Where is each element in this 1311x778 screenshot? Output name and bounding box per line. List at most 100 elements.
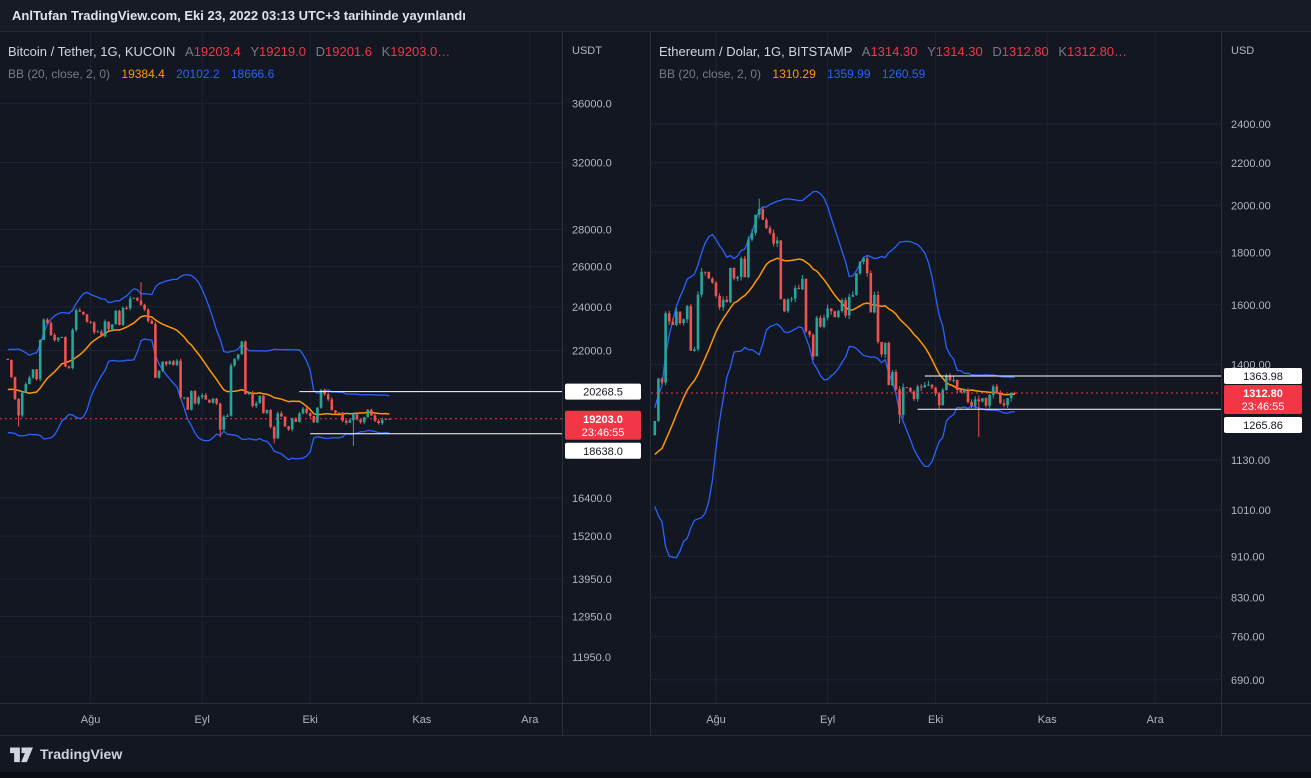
- price-tick-label: 910.00: [1231, 551, 1265, 563]
- time-tick-label: Eki: [303, 714, 318, 726]
- price-tick-label: 24000.0: [572, 302, 612, 314]
- btc-price-scale[interactable]: [562, 32, 650, 703]
- price-tick-label: 12950.0: [572, 612, 612, 624]
- open-value: 19203.4: [193, 44, 241, 59]
- time-tick-label: Ara: [521, 714, 539, 726]
- svg-text:18638.0: 18638.0: [583, 446, 623, 458]
- close-label: K: [381, 44, 391, 59]
- open-label: A: [185, 44, 194, 59]
- price-tick-label: 2400.00: [1231, 119, 1271, 131]
- low-value: 1312.80: [1001, 44, 1049, 59]
- open-label: A: [861, 44, 871, 59]
- high-value: 19219.0: [258, 44, 306, 59]
- eth-price-scale[interactable]: [1223, 32, 1311, 703]
- price-tick-label: 1010.00: [1231, 505, 1271, 517]
- bb-basis-value: 1310.29: [772, 67, 816, 81]
- low-label: D: [992, 44, 1002, 59]
- btc-chart-canvas[interactable]: USDT 36000.0 32000.0 28000.0 26000.0 24000.0 2…: [0, 32, 650, 735]
- time-tick-label: Eyl: [195, 714, 210, 726]
- time-tick-label: Ağu: [706, 714, 726, 726]
- bb-upper-value: 1359.99: [827, 67, 871, 81]
- price-tick-label: 28000.0: [572, 224, 612, 236]
- btc-time-scale[interactable]: [0, 703, 562, 735]
- price-tick-label: 2200.00: [1231, 158, 1271, 170]
- tradingview-logo[interactable]: TradingView: [10, 745, 122, 763]
- bb-upper-line: [654, 190, 1015, 408]
- bb-lower-value: 1260.59: [881, 67, 926, 81]
- time-tick-label: Ara: [1147, 714, 1165, 726]
- grid: [651, 32, 1221, 703]
- last-price-value: 1312.80: [1243, 388, 1283, 400]
- bar-countdown: 23:46:55: [1242, 401, 1285, 413]
- svg-text:20268.5: 20268.5: [583, 387, 623, 399]
- eth-chart-canvas[interactable]: USD2400.002200.002000.001800.001600.0014…: [651, 32, 1311, 735]
- price-level-label: [565, 383, 641, 400]
- price-tick-label: 15200.0: [572, 531, 612, 543]
- high-value: 1314.30: [935, 44, 983, 59]
- bb-lower-line: [7, 338, 390, 461]
- price-tick-label: 36000.0: [572, 98, 612, 110]
- price-tick-label: 13950.0: [572, 574, 612, 586]
- grid: [0, 32, 562, 703]
- axis-currency-label: USD: [1231, 45, 1254, 57]
- price-tick-label: 32000.0: [572, 157, 612, 169]
- eth-symbol-title[interactable]: Ethereum / Dolar, 1G, BITSTAMP: [659, 44, 853, 59]
- publish-info-bar: AnlTufan TradingView.com, Eki 23, 2022 0…: [0, 0, 1311, 32]
- bar-countdown: 23:46:55: [582, 427, 625, 439]
- close-value: 1312.80: [1067, 44, 1115, 59]
- bb-basis-value: 19384.4: [121, 67, 165, 81]
- high-label: Y: [250, 44, 259, 59]
- price-tick-label: 22000.0: [572, 346, 612, 358]
- legend-ellipsis: …: [1114, 44, 1128, 59]
- close-value: 19203.0: [390, 44, 438, 59]
- price-level-label: [1224, 416, 1302, 433]
- svg-text:1363.98: 1363.98: [1243, 371, 1283, 383]
- price-tick-label: 1800.00: [1231, 247, 1271, 259]
- time-tick-label: Kas: [412, 714, 431, 726]
- bb-upper-value: 20102.2: [176, 67, 220, 81]
- last-price-label: [1224, 384, 1302, 414]
- btc-symbol-title[interactable]: Bitcoin / Tether, 1G, KUCOIN: [8, 44, 176, 59]
- open-value: 1314.30: [870, 44, 918, 59]
- price-tick-label: 11950.0: [572, 652, 611, 664]
- bb-lower-line: [654, 323, 1015, 559]
- footer-bar: TradingView: [0, 735, 1311, 778]
- legend-ellipsis: …: [437, 44, 451, 59]
- eth-indicator-title[interactable]: BB (20, close, 2, 0): [659, 67, 762, 81]
- bottom-strip: [0, 772, 1311, 778]
- time-tick-label: Ağu: [81, 714, 101, 726]
- bb-upper-line: [7, 274, 390, 397]
- time-tick-label: Eyl: [820, 714, 835, 726]
- publish-info-text: AnlTufan TradingView.com, Eki 23, 2022 0…: [12, 8, 466, 23]
- price-tick-label: 1130.00: [1231, 455, 1270, 467]
- bb-basis-line: [654, 257, 1015, 455]
- last-price-value: 19203.0: [583, 414, 623, 426]
- tradingview-brand-text: TradingView: [40, 746, 123, 762]
- candles-series: [653, 198, 1017, 437]
- candles-series: [6, 282, 391, 446]
- time-tick-label: Kas: [1038, 714, 1057, 726]
- eth-legend: Ethereum / Dolar, 1G, BITSTAMP A1314.30 …: [659, 42, 1127, 84]
- price-level-label: [565, 442, 641, 459]
- price-tick-label: 830.00: [1231, 592, 1265, 604]
- price-tick-label: 760.00: [1231, 632, 1265, 644]
- charts-row: USDT 36000.0 32000.0 28000.0 26000.0 24000.0 2…: [0, 32, 1311, 735]
- tradingview-logomark: [10, 747, 33, 763]
- price-level-label: [1224, 367, 1302, 384]
- close-label: K: [1058, 44, 1068, 59]
- btc-legend: Bitcoin / Tether, 1G, KUCOIN A19203.4 Y1…: [8, 42, 450, 84]
- price-tick-label: 26000.0: [572, 262, 612, 274]
- low-label: D: [315, 44, 325, 59]
- axis-currency-label: USDT: [572, 45, 602, 57]
- bb-lower-value: 18666.6: [230, 67, 275, 81]
- btc-indicator-title[interactable]: BB (20, close, 2, 0): [8, 67, 111, 81]
- price-tick-label: 690.00: [1231, 675, 1265, 687]
- high-label: Y: [927, 44, 936, 59]
- time-tick-label: Eki: [928, 714, 943, 726]
- last-price-label: [565, 410, 641, 440]
- btc-chart-pane: USDT 36000.0 32000.0 28000.0 26000.0 24000.0 2…: [0, 32, 651, 735]
- price-tick-label: 2000.00: [1231, 200, 1271, 212]
- svg-text:1265.86: 1265.86: [1243, 420, 1283, 432]
- eth-time-scale[interactable]: [651, 703, 1223, 735]
